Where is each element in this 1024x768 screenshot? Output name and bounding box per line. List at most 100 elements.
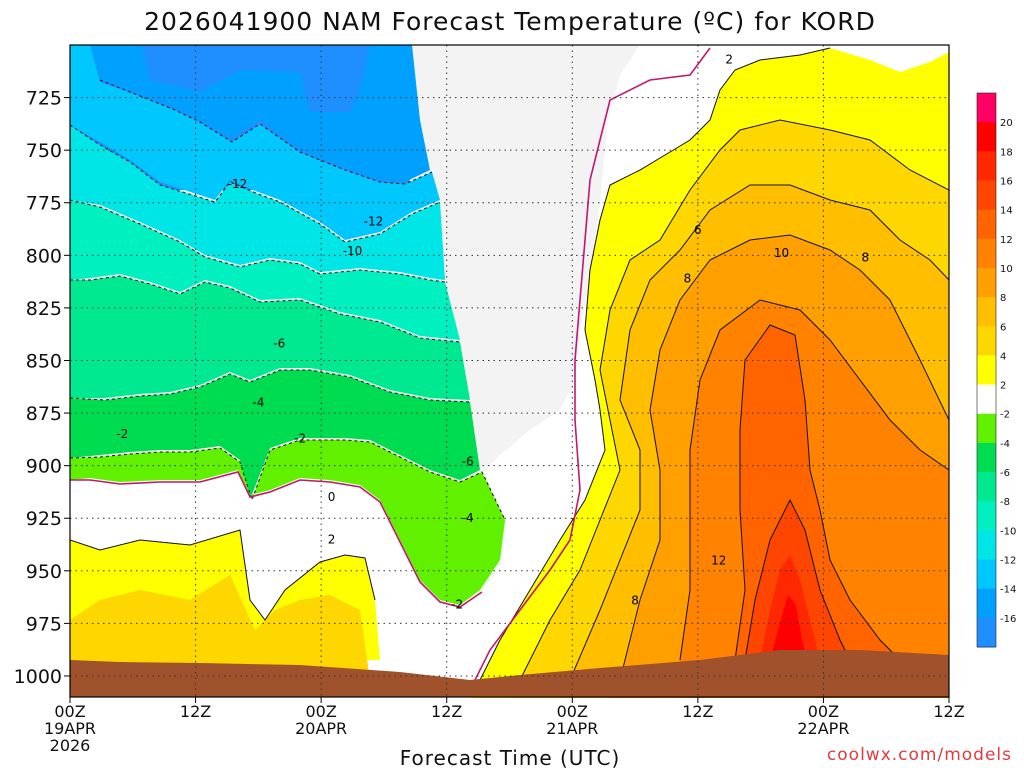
colorbar-swatch [977, 93, 996, 123]
contour-label: 10 [774, 246, 789, 260]
zero-contour [70, 47, 711, 691]
contour-label: 2 [725, 53, 733, 67]
x-tick-label: 21APR [546, 719, 598, 738]
colorbar-tick-label: 8 [1000, 293, 1006, 304]
colorbar-tick-label: -10 [1000, 526, 1016, 537]
colorbar-tick-label: 10 [1000, 264, 1013, 275]
colorbar-tick-label: 4 [1000, 351, 1006, 362]
x-axis-title: Forecast Time (UTC) [400, 746, 621, 768]
colorbar-tick-label: -8 [1000, 497, 1010, 508]
band-minus14 [90, 45, 430, 182]
y-tick-label: 800 [26, 245, 62, 267]
y-tick-label: 900 [26, 456, 62, 478]
y-tick-label: 850 [26, 350, 62, 372]
colorbar-swatch [977, 267, 996, 298]
colorbar-swatch [977, 501, 996, 531]
colorbar-tick-label: -2 [1000, 410, 1010, 421]
y-tick-label: 925 [26, 508, 62, 530]
colorbar-swatch [977, 180, 996, 211]
x-tick-label: 12Z [431, 702, 462, 721]
contour-label: -2 [294, 431, 306, 445]
band-minus12 [70, 45, 440, 240]
x-tick-label: 00Z [54, 702, 85, 721]
colorbar-tick-label: 2 [1000, 381, 1006, 392]
colorbar-swatch [977, 617, 996, 648]
band-minus6 [70, 276, 470, 400]
x-tick-label: 00Z [557, 702, 588, 721]
y-tick-label: 825 [26, 298, 62, 320]
colorbar-swatch [977, 442, 996, 473]
colorbar-swatch [977, 297, 996, 327]
ground-terrain [70, 650, 949, 697]
contour-label: 12 [711, 553, 726, 567]
colorbar-tick-label: 12 [1000, 235, 1013, 246]
colorbar-tick-label: 18 [1000, 147, 1013, 158]
x-tick-label: 12Z [933, 702, 964, 721]
colorbar-tick-label: -4 [1000, 439, 1010, 450]
band-minus4 [70, 370, 480, 500]
colorbar-tick-label: 20 [1000, 118, 1013, 129]
y-tick-label: 750 [26, 140, 62, 162]
contour-label: -4 [252, 396, 264, 410]
colorbar-swatch [977, 530, 996, 561]
contour-lines [70, 47, 949, 681]
colorbar-tick-label: -14 [1000, 585, 1016, 596]
colorbar-swatch [977, 209, 996, 240]
y-tick-label: 725 [26, 88, 62, 110]
x-tick-label: 12Z [180, 702, 211, 721]
contour-label: 0 [328, 490, 336, 504]
band-plus18 [770, 595, 808, 660]
contour-label: 6 [694, 223, 702, 237]
colorbar-tick-label: 6 [1000, 322, 1006, 333]
y-axis: 725 750 775 800 825 850 875 900 925 950 975 1000 [14, 88, 70, 688]
contour-label: 8 [631, 593, 639, 607]
colorbar-tick-label: 16 [1000, 176, 1013, 187]
colorbar-tick-label: -12 [1000, 556, 1016, 567]
x-tick-label: 12Z [682, 702, 713, 721]
plot-frame [69, 44, 950, 698]
contour-label: 2 [328, 532, 336, 546]
contour-label: 8 [684, 271, 692, 285]
band-minus8 [70, 200, 460, 340]
colorbar-tick-label: -6 [1000, 468, 1010, 479]
colorbar-tick-label: 14 [1000, 206, 1013, 217]
x-tick-label: 22APR [797, 719, 849, 738]
contour-label: -10 [343, 244, 363, 258]
contour-label: -2 [451, 597, 463, 611]
contour-label: -2 [116, 427, 128, 441]
contour-labels: -12 -12 -10 -6 -4 -2 -2 0 2 -6 -4 -2 2 6 8 10 8 12 8 [116, 53, 869, 612]
y-tick-label: 950 [26, 561, 62, 583]
y-tick-label: 775 [26, 193, 62, 215]
colorbar-frame [976, 92, 997, 648]
colorbar-swatch [977, 238, 996, 269]
band-plus4 [70, 575, 370, 680]
x-tick-label: 00Z [305, 702, 336, 721]
colorbar-swatch [977, 326, 996, 356]
colorbar-swatch [977, 559, 996, 590]
contour-label: 8 [861, 250, 869, 264]
contour-label: -6 [273, 337, 285, 351]
colorbar-swatch [977, 355, 996, 386]
x-tick-label: 20APR [295, 719, 347, 738]
x-tick-label: 2026 [50, 736, 91, 755]
contour-label: -12 [228, 177, 248, 191]
colorbar-swatch [977, 384, 996, 415]
colorbar-swatch [977, 472, 996, 502]
y-tick-label: 1000 [14, 666, 62, 688]
colorbar: 20 18 16 14 12 10 8 6 4 2 -2 -4 -6 -8 -10 -12 -14 -16 [976, 92, 1016, 648]
credit-text: coolwx.com/models [827, 745, 1012, 765]
x-tick-label: 19APR [44, 719, 96, 738]
colorbar-swatch [977, 151, 996, 181]
y-tick-label: 875 [26, 403, 62, 425]
contour-label: -4 [462, 511, 474, 525]
colorbar-swatch [977, 413, 996, 444]
colorbar-swatch [977, 588, 996, 619]
grid-lines [69, 45, 950, 697]
x-tick-label: 00Z [808, 702, 839, 721]
colorbar-tick-label: -16 [1000, 614, 1016, 625]
band-minus2 [70, 440, 505, 605]
y-tick-label: 975 [26, 613, 62, 635]
colorbar-swatch [977, 122, 996, 152]
contour-label: -6 [462, 454, 474, 468]
